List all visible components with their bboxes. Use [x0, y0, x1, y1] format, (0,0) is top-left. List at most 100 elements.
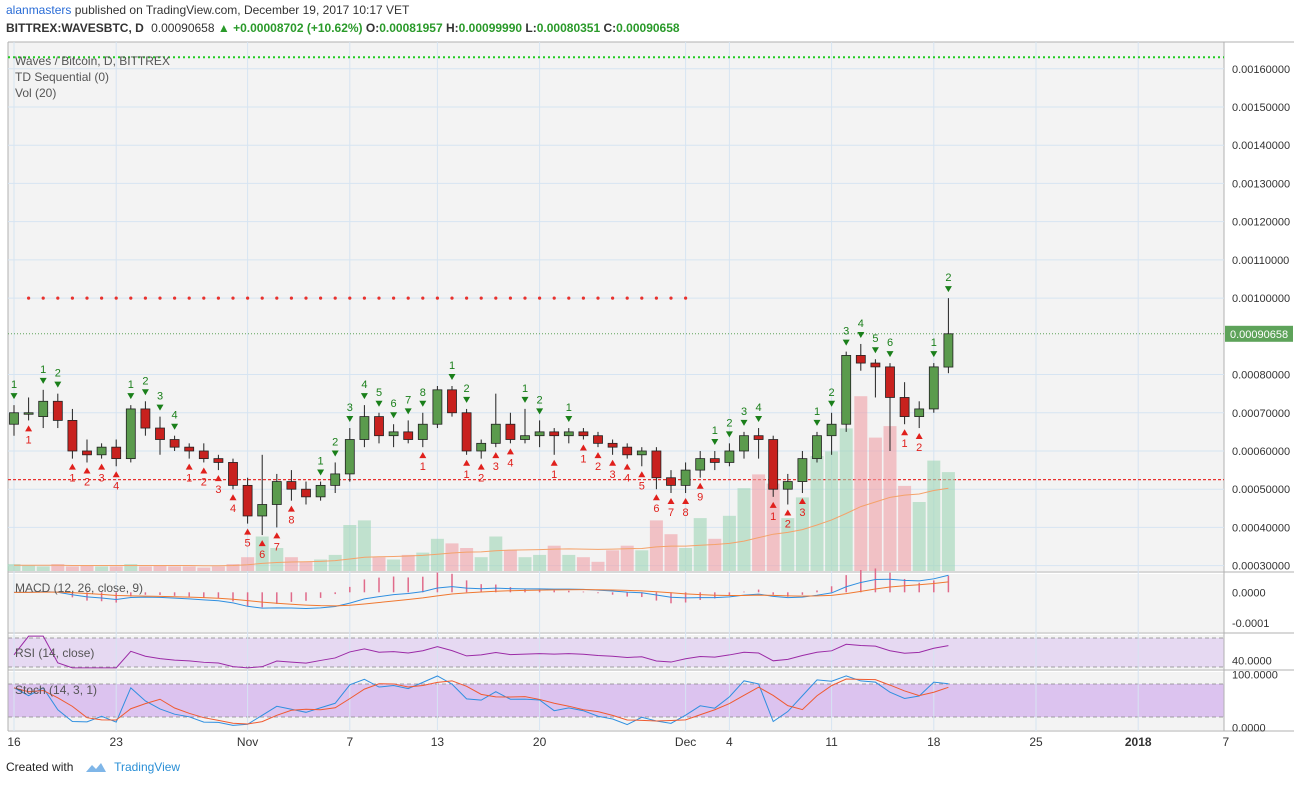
- y-tick-label: 0.00120000: [1232, 217, 1290, 229]
- td-buy-count: 1: [551, 469, 557, 481]
- candle-body: [607, 442, 618, 448]
- td-buy-count: 2: [478, 473, 484, 485]
- td-sell-count: 2: [464, 383, 470, 395]
- x-tick-label: 7: [346, 735, 353, 749]
- volume-bar: [941, 472, 955, 571]
- td-buy-count: 2: [595, 461, 601, 473]
- td-sell-count: 2: [142, 375, 148, 387]
- volume-ma-line: [14, 487, 949, 567]
- volume-bar: [255, 536, 269, 571]
- up-triangle-icon: ▲: [217, 21, 230, 35]
- candle-body: [943, 333, 954, 368]
- volume-bar: [226, 564, 240, 571]
- td-sell-arrow: [842, 339, 850, 346]
- last-price: 0.00090658: [151, 21, 215, 35]
- td-sell-arrow: [944, 286, 952, 293]
- td-sell-arrow: [711, 438, 719, 445]
- volume-bar: [36, 566, 50, 571]
- td-sell-arrow: [419, 400, 427, 407]
- td-buy-count: 2: [84, 476, 90, 488]
- red-level-dot: [523, 296, 527, 300]
- volume-bar: [314, 559, 328, 571]
- red-level-dot: [625, 296, 629, 300]
- volume-bar: [182, 566, 196, 571]
- y-tick-label: 0.00110000: [1232, 255, 1289, 267]
- x-tick-label: 11: [825, 735, 838, 749]
- candle-body: [899, 397, 910, 417]
- volume-bar: [416, 552, 430, 571]
- candle-body: [388, 431, 399, 437]
- y-tick-label: 0.00160000: [1232, 64, 1290, 76]
- td-buy-arrow: [492, 452, 500, 459]
- legend-stoch: Stoch (14, 3, 1): [15, 683, 97, 697]
- tradingview-link[interactable]: TradingView: [114, 760, 181, 774]
- td-buy-count: 3: [99, 473, 105, 485]
- candle-body: [9, 412, 19, 425]
- candle-body: [417, 423, 428, 440]
- td-buy-arrow: [784, 509, 792, 516]
- volume-bar: [825, 451, 839, 571]
- ohlc-header: BITTREX:WAVESBTC, D 0.00090658 ▲ +0.0000…: [6, 21, 680, 35]
- y-tick-label: 0.00030000: [1232, 561, 1290, 573]
- td-buy-arrow: [638, 471, 646, 478]
- publish-text: published on TradingView.com, December 1…: [74, 3, 410, 17]
- volume-bar: [168, 566, 182, 571]
- author-link[interactable]: alanmasters: [6, 3, 72, 17]
- x-tick-label: Nov: [237, 735, 258, 749]
- candle-body: [841, 355, 852, 425]
- td-sell-count: 1: [11, 379, 17, 391]
- candle-body: [476, 442, 487, 452]
- candle-body: [359, 416, 370, 440]
- legend-macd: MACD (12, 26, close, 9): [15, 581, 143, 595]
- td-sell-arrow: [740, 419, 748, 426]
- volume-bar: [708, 538, 722, 571]
- td-sell-arrow: [463, 396, 471, 403]
- td-buy-arrow: [798, 498, 806, 505]
- red-level-dot: [260, 296, 264, 300]
- volume-bar: [810, 456, 824, 571]
- td-buy-arrow: [273, 532, 281, 539]
- volume-bar: [7, 564, 21, 571]
- x-tick-label: Dec: [675, 735, 696, 749]
- volume-bar: [95, 566, 109, 571]
- x-tick-label: 16: [7, 735, 21, 749]
- volume-bar: [80, 565, 94, 571]
- td-sell-count: 6: [887, 337, 893, 349]
- volume-bar: [197, 567, 211, 571]
- y-tick-label: 0.00040000: [1232, 522, 1290, 534]
- td-sell-count: 1: [128, 379, 134, 391]
- y-tick-label: 0.00130000: [1232, 178, 1290, 190]
- volume-bar: [489, 536, 503, 571]
- candle-body: [461, 412, 472, 452]
- td-sell-count: 2: [726, 417, 732, 429]
- td-buy-count: 8: [288, 515, 294, 527]
- macd-line: [14, 574, 949, 609]
- close-value: 0.00090658: [616, 21, 680, 35]
- td-buy-count: 3: [493, 461, 499, 473]
- td-sell-arrow: [828, 400, 836, 407]
- x-tick-label: 23: [110, 735, 124, 749]
- red-level-dot: [684, 296, 688, 300]
- candle-body: [505, 423, 516, 440]
- td-buy-count: 4: [230, 503, 236, 515]
- volume-bar: [299, 561, 313, 571]
- volume-bar: [839, 428, 853, 571]
- td-sell-count: 1: [712, 425, 718, 437]
- candle-body: [23, 412, 34, 415]
- td-sell-arrow: [54, 381, 62, 388]
- td-sell-count: 4: [756, 402, 762, 414]
- red-level-dot: [538, 296, 542, 300]
- volume-bar: [503, 550, 517, 571]
- main-pane: [8, 42, 1224, 571]
- red-level-dot: [567, 296, 571, 300]
- td-buy-arrow: [667, 498, 675, 505]
- red-level-dot: [552, 296, 556, 300]
- red-level-dot: [289, 296, 293, 300]
- candle-body: [432, 389, 443, 425]
- volume-bar: [795, 497, 809, 571]
- td-sell-count: 3: [843, 326, 849, 338]
- td-sell-arrow: [127, 393, 135, 400]
- td-buy-count: 4: [507, 457, 513, 469]
- td-sell-count: 1: [318, 456, 324, 468]
